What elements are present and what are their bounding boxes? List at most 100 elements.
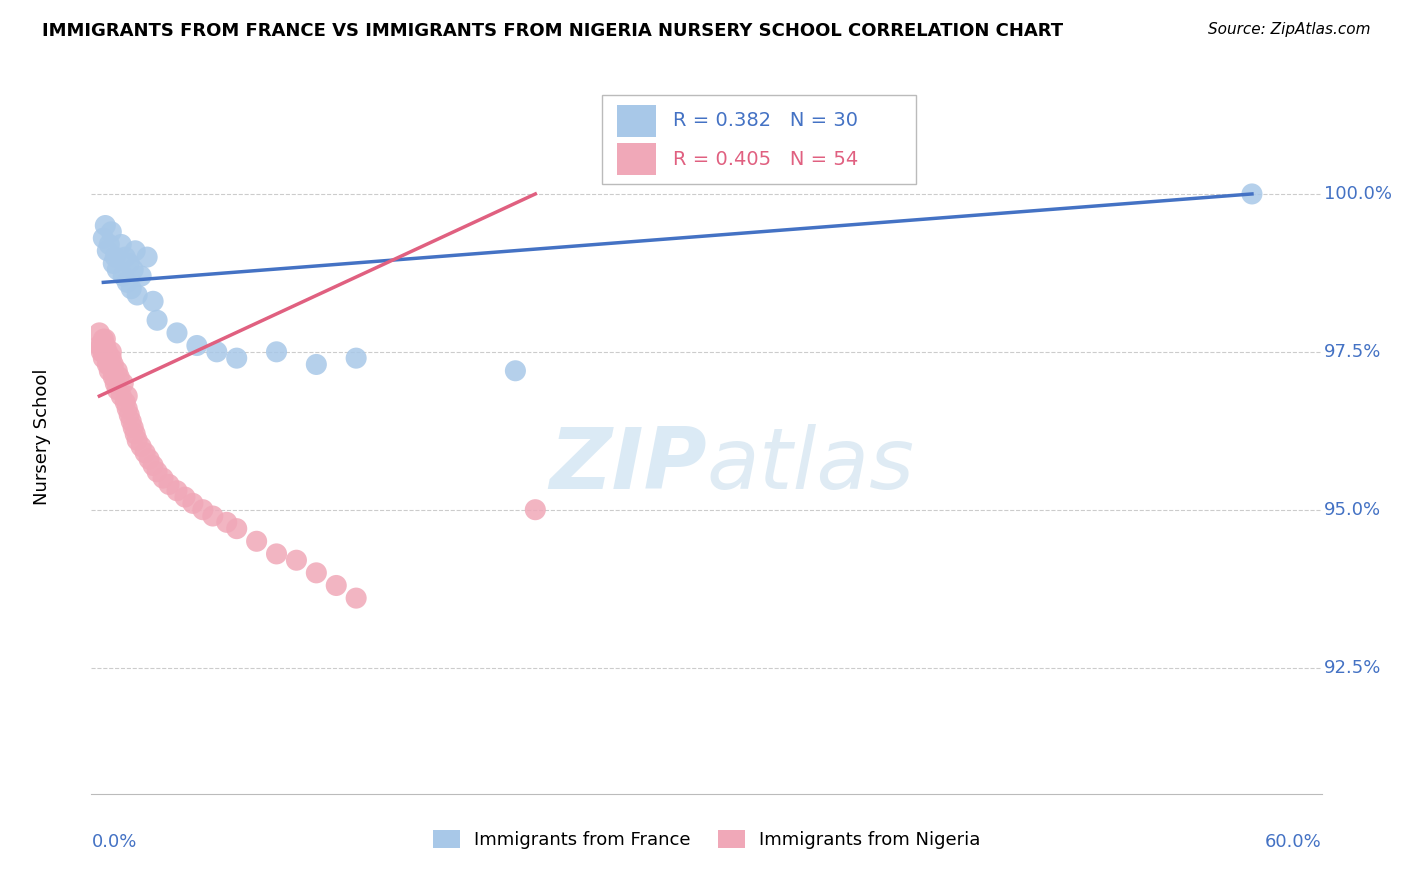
Point: [103, 358, 125, 372]
Point: [118, 256, 141, 270]
Point: [266, 547, 288, 561]
Point: [108, 370, 131, 384]
Point: [127, 288, 149, 302]
Point: [122, 262, 145, 277]
Point: [524, 502, 547, 516]
Point: [120, 414, 142, 428]
Text: atlas: atlas: [706, 424, 914, 508]
Point: [201, 508, 224, 523]
Text: R = 0.382   N = 30: R = 0.382 N = 30: [673, 112, 858, 130]
Point: [186, 338, 208, 352]
Text: 60.0%: 60.0%: [1265, 833, 1322, 851]
Point: [225, 522, 247, 536]
Point: [325, 578, 347, 592]
Point: [246, 534, 269, 549]
Point: [91, 344, 114, 359]
Point: [129, 268, 152, 283]
Point: [103, 370, 125, 384]
Point: [191, 502, 214, 516]
Point: [103, 364, 125, 378]
Point: [96, 358, 118, 372]
Text: 92.5%: 92.5%: [1324, 658, 1382, 676]
Point: [122, 420, 145, 434]
Text: 97.5%: 97.5%: [1324, 343, 1382, 361]
Point: [89, 338, 111, 352]
Point: [215, 516, 238, 530]
Point: [344, 591, 367, 606]
Point: [112, 268, 135, 283]
Bar: [602, 95, 915, 184]
Point: [114, 250, 136, 264]
Point: [100, 344, 122, 359]
Point: [120, 282, 142, 296]
Point: [129, 440, 152, 454]
Point: [94, 332, 117, 346]
Legend: Immigrants from France, Immigrants from Nigeria: Immigrants from France, Immigrants from …: [425, 822, 988, 856]
Point: [166, 483, 188, 498]
Point: [134, 446, 156, 460]
Point: [115, 401, 138, 416]
Point: [98, 358, 121, 372]
Point: [124, 244, 146, 258]
Point: [285, 553, 308, 567]
Point: [181, 496, 204, 510]
Point: [103, 256, 125, 270]
Point: [100, 225, 122, 239]
Point: [90, 344, 112, 359]
Point: [1240, 186, 1263, 201]
Point: [91, 351, 114, 366]
Point: [124, 426, 146, 441]
Point: [98, 237, 121, 252]
Point: [96, 351, 118, 366]
Text: IMMIGRANTS FROM FRANCE VS IMMIGRANTS FROM NIGERIA NURSERY SCHOOL CORRELATION CHA: IMMIGRANTS FROM FRANCE VS IMMIGRANTS FRO…: [42, 22, 1063, 40]
Bar: [617, 105, 657, 137]
Point: [136, 250, 159, 264]
Point: [115, 276, 138, 290]
Point: [142, 294, 165, 309]
Point: [146, 465, 169, 479]
Point: [205, 344, 228, 359]
Point: [118, 408, 141, 422]
Text: 100.0%: 100.0%: [1324, 185, 1392, 203]
Text: Nursery School: Nursery School: [34, 368, 51, 506]
Point: [266, 344, 288, 359]
Text: 95.0%: 95.0%: [1324, 500, 1381, 519]
Point: [104, 250, 127, 264]
Point: [505, 364, 527, 378]
Point: [112, 376, 135, 391]
Point: [174, 490, 197, 504]
Point: [98, 364, 121, 378]
Point: [104, 376, 127, 391]
Point: [96, 344, 118, 359]
Point: [94, 219, 117, 233]
Point: [91, 332, 114, 346]
Point: [100, 351, 122, 366]
Point: [138, 452, 160, 467]
Text: 0.0%: 0.0%: [91, 833, 136, 851]
Point: [166, 326, 188, 340]
Point: [110, 237, 132, 252]
Point: [115, 389, 138, 403]
Point: [91, 231, 114, 245]
Point: [344, 351, 367, 366]
Point: [114, 395, 136, 409]
Point: [152, 471, 174, 485]
Point: [142, 458, 165, 473]
Point: [105, 364, 128, 378]
Point: [110, 389, 132, 403]
Point: [96, 244, 118, 258]
Point: [89, 326, 111, 340]
Point: [90, 338, 112, 352]
Point: [105, 383, 128, 397]
Point: [305, 358, 328, 372]
Point: [225, 351, 247, 366]
Point: [94, 338, 117, 352]
Bar: [617, 143, 657, 175]
Point: [105, 262, 128, 277]
Point: [127, 434, 149, 448]
Point: [305, 566, 328, 580]
Point: [146, 313, 169, 327]
Text: Source: ZipAtlas.com: Source: ZipAtlas.com: [1208, 22, 1371, 37]
Text: R = 0.405   N = 54: R = 0.405 N = 54: [673, 150, 859, 169]
Point: [157, 477, 180, 491]
